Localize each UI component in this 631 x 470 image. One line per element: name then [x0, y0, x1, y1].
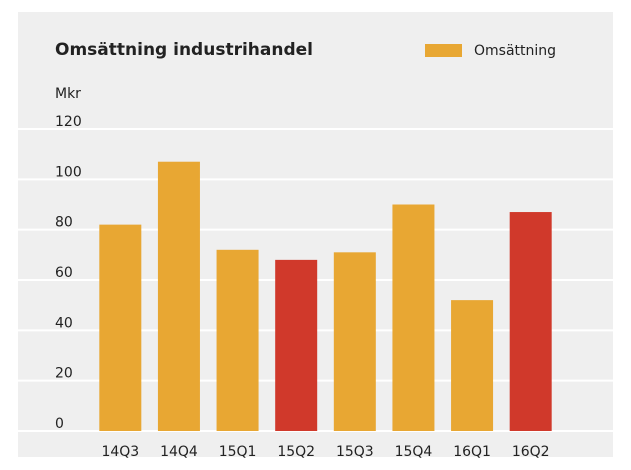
y-tick-label: 0	[55, 416, 64, 432]
chart-title: Omsättning industrihandel	[55, 40, 313, 60]
bar	[451, 300, 494, 431]
bar	[509, 212, 552, 431]
x-tick-label: 14Q4	[160, 444, 198, 460]
bar	[157, 161, 200, 431]
x-tick-label: 16Q2	[512, 444, 550, 460]
legend-swatch	[425, 44, 462, 57]
y-tick-label: 40	[55, 315, 73, 331]
x-tick-label: 15Q4	[395, 444, 433, 460]
x-tick-label: 15Q2	[277, 444, 315, 460]
bar	[99, 224, 142, 431]
x-tick-label: 15Q1	[219, 444, 257, 460]
x-tick-label: 14Q3	[101, 444, 139, 460]
y-tick-label: 60	[55, 265, 73, 281]
y-tick-label: 80	[55, 215, 73, 231]
bar	[216, 249, 259, 431]
legend-label: Omsättning	[474, 43, 556, 59]
y-tick-label: 120	[55, 114, 82, 130]
bar	[333, 252, 376, 431]
y-tick-label: 100	[55, 164, 82, 180]
x-tick-label: 16Q1	[453, 444, 491, 460]
bar	[275, 259, 318, 431]
bar	[392, 204, 435, 431]
y-tick-label: 20	[55, 366, 73, 382]
x-tick-label: 15Q3	[336, 444, 374, 460]
y-axis-label: Mkr	[55, 86, 81, 102]
